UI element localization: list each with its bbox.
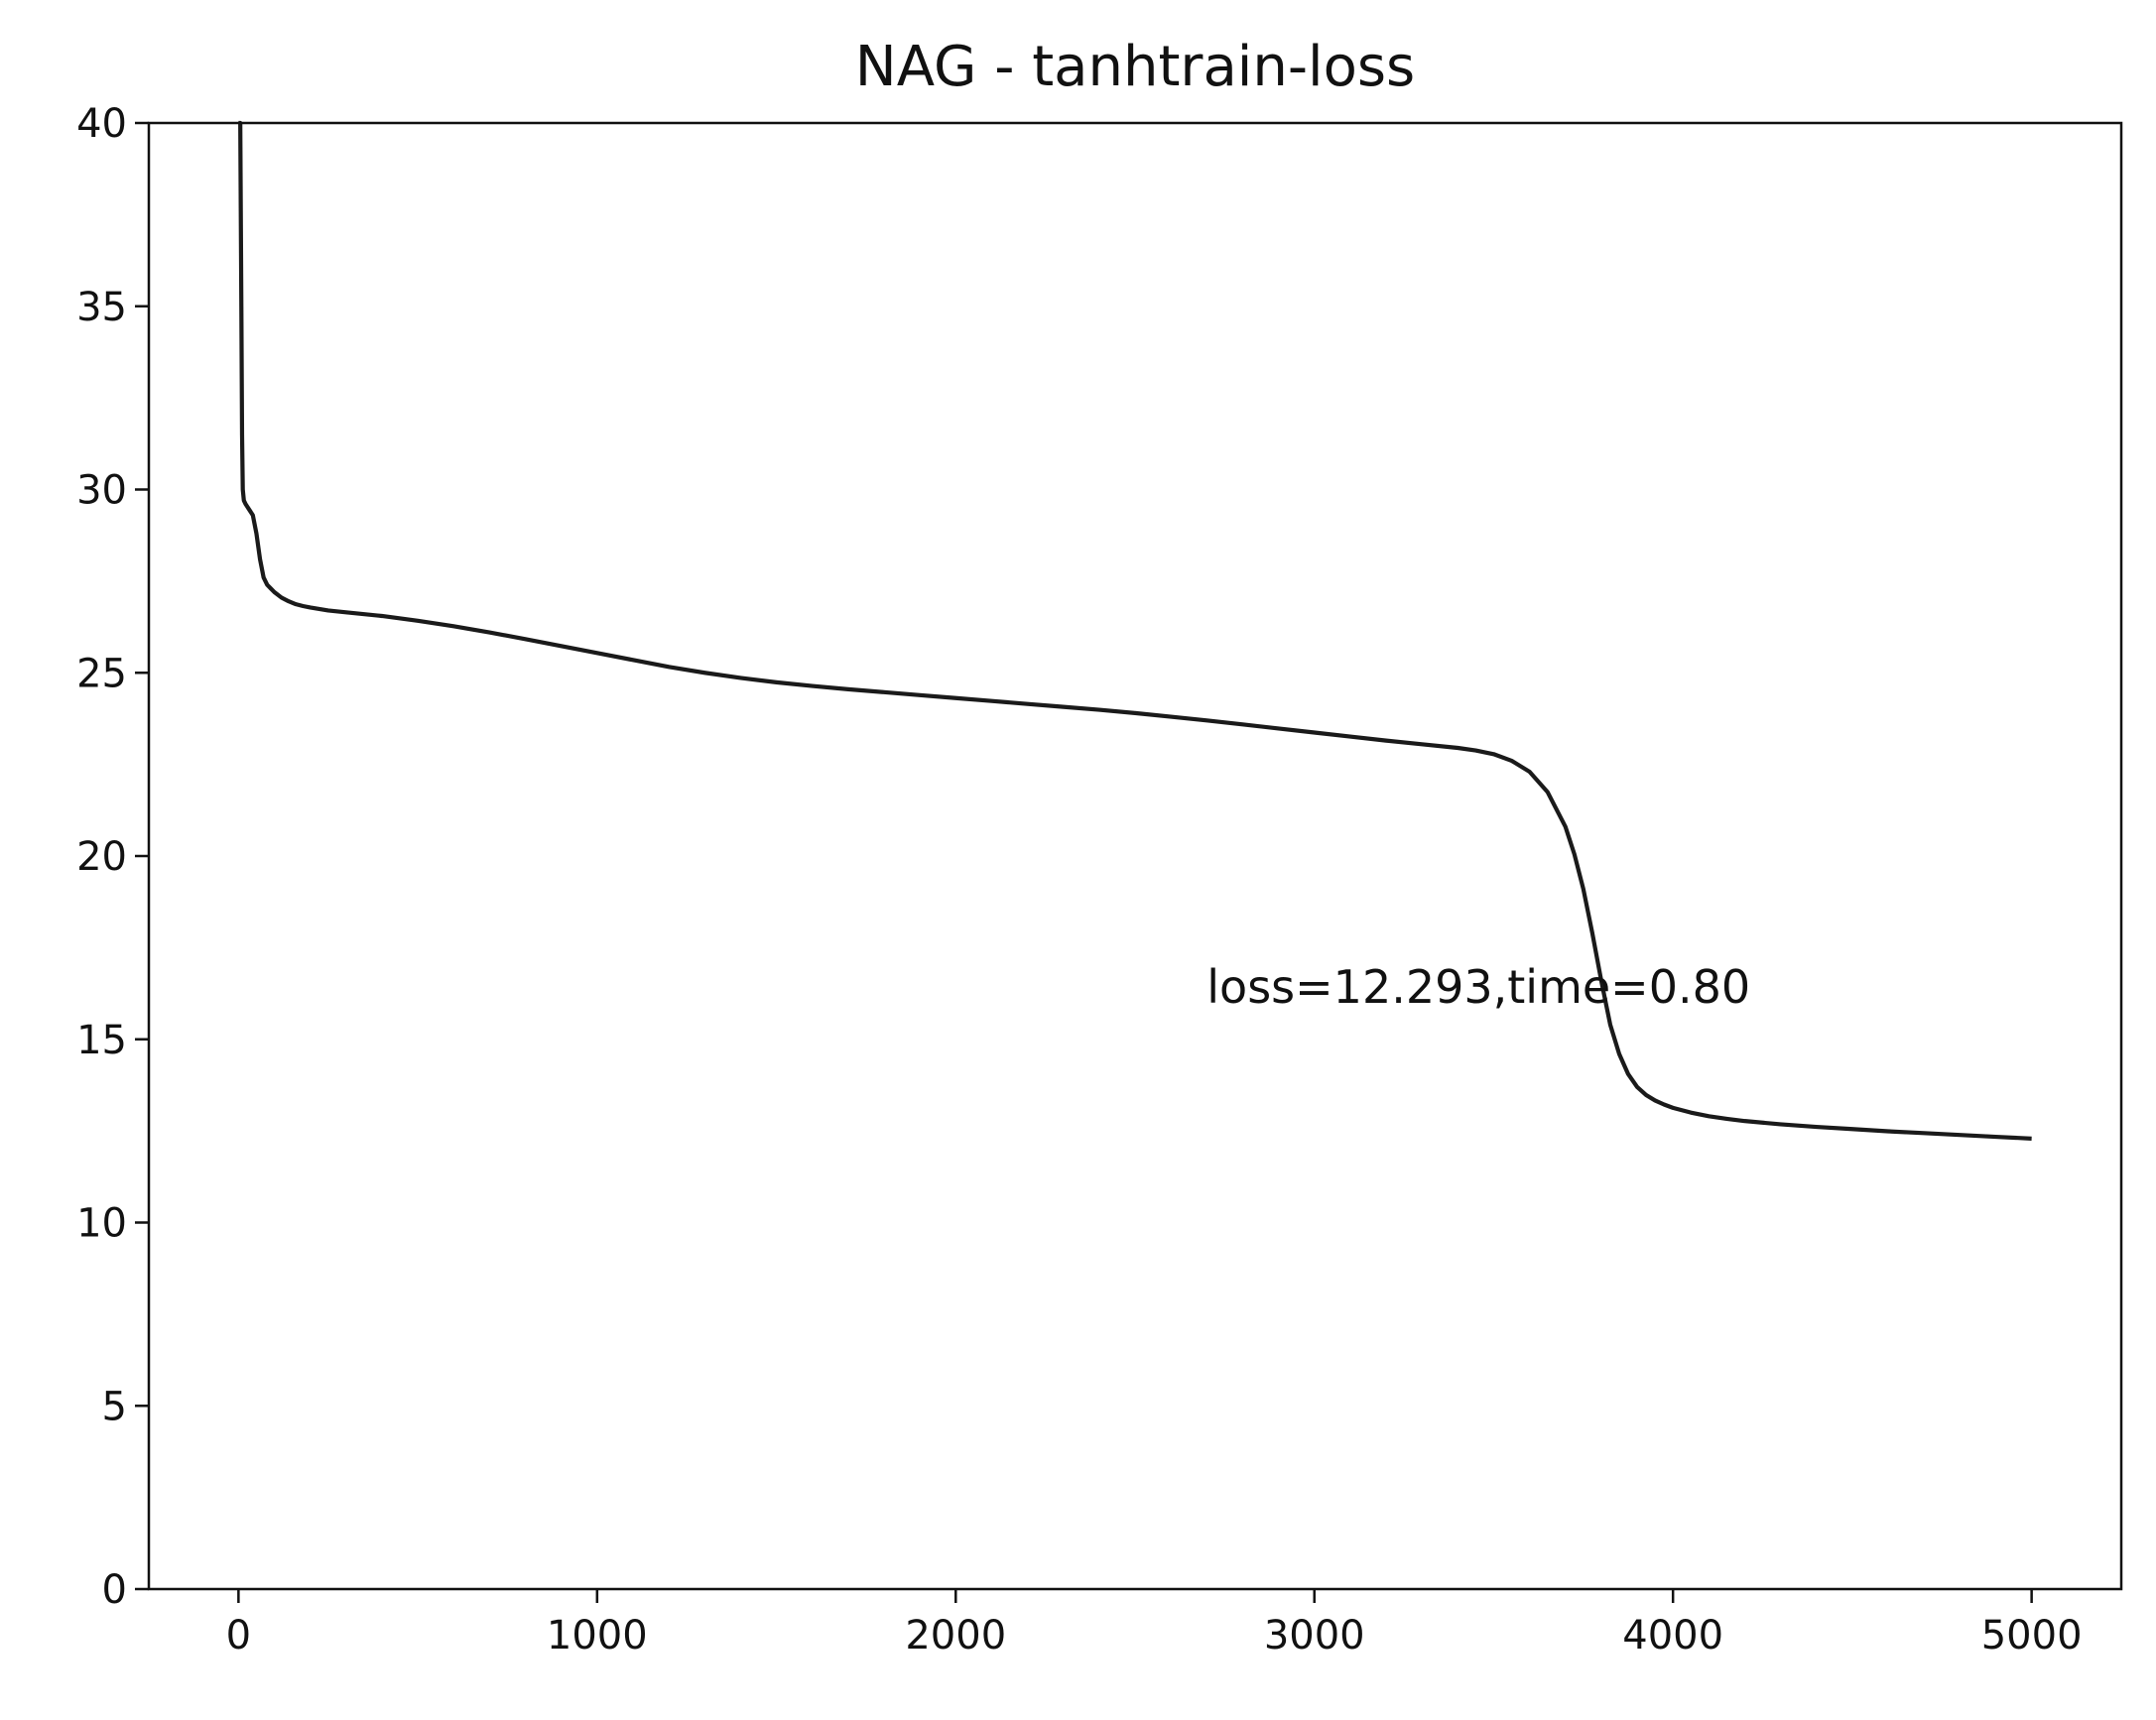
y-tick-label: 15 bbox=[76, 1018, 127, 1063]
x-tick-label: 4000 bbox=[1622, 1613, 1723, 1659]
x-tick-label: 1000 bbox=[547, 1613, 648, 1659]
y-tick-label: 30 bbox=[76, 468, 127, 514]
loss-time-annotation: loss=12.293,time=0.80 bbox=[1206, 960, 1750, 1014]
x-tick-label: 0 bbox=[226, 1613, 251, 1659]
y-axis-ticks: 0 5 10 15 20 25 30 35 40 bbox=[76, 101, 149, 1613]
x-tick-label: 3000 bbox=[1264, 1613, 1365, 1659]
series-group bbox=[238, 120, 2032, 1141]
y-tick-label: 40 bbox=[76, 101, 127, 147]
plot-frame bbox=[147, 121, 2123, 1591]
y-tick-label: 5 bbox=[102, 1384, 127, 1429]
y-tick-label: 20 bbox=[76, 834, 127, 880]
chart-title: NAG - tanhtrain-loss bbox=[855, 35, 1415, 99]
y-tick-label: 0 bbox=[102, 1567, 127, 1613]
y-tick-label: 10 bbox=[76, 1201, 127, 1247]
y-tick-label: 25 bbox=[76, 651, 127, 696]
y-tick-label: 35 bbox=[76, 285, 127, 330]
x-tick-label: 2000 bbox=[905, 1613, 1006, 1659]
series-line-0 bbox=[238, 120, 2032, 1141]
plot-background bbox=[149, 123, 2121, 1589]
x-tick-label: 5000 bbox=[1981, 1613, 2083, 1659]
x-axis-ticks: 0 1000 2000 3000 4000 5000 bbox=[226, 1589, 2083, 1659]
